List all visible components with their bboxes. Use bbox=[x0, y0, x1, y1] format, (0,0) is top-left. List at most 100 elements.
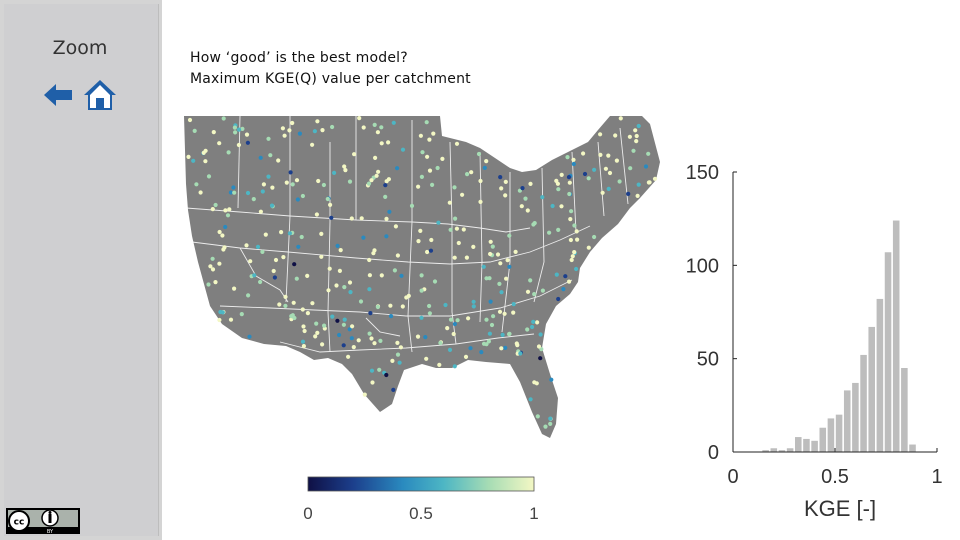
catchment-point bbox=[453, 216, 458, 221]
catchment-point bbox=[532, 292, 537, 297]
catchment-point bbox=[592, 234, 597, 240]
catchment-point bbox=[268, 153, 273, 158]
catchment-point bbox=[499, 290, 504, 295]
catchment-point bbox=[476, 151, 482, 157]
catchment-point bbox=[320, 128, 325, 133]
catchment-point bbox=[427, 137, 432, 142]
zoom-label[interactable]: Zoom bbox=[52, 37, 108, 59]
catchment-point bbox=[386, 177, 391, 182]
catchment-point bbox=[548, 421, 553, 426]
catchment-point bbox=[554, 272, 559, 277]
catchment-point bbox=[312, 129, 317, 134]
catchment-point bbox=[217, 229, 222, 235]
us-catchment-map bbox=[184, 115, 660, 438]
catchment-point bbox=[361, 125, 366, 130]
catchment-point bbox=[191, 158, 196, 163]
catchment-point bbox=[187, 117, 193, 123]
catchment-point bbox=[208, 264, 213, 269]
catchment-point bbox=[525, 289, 531, 294]
catchment-point bbox=[369, 178, 374, 183]
catchment-point bbox=[634, 139, 639, 144]
catchment-point bbox=[314, 321, 319, 326]
catchment-point bbox=[282, 133, 287, 138]
catchment-point bbox=[571, 157, 576, 162]
catchment-point bbox=[217, 261, 222, 266]
catchment-point bbox=[346, 354, 351, 359]
catchment-point bbox=[316, 178, 321, 184]
y-tick-label: 50 bbox=[697, 349, 719, 371]
catchment-point bbox=[227, 207, 232, 212]
catchment-point bbox=[283, 303, 288, 308]
catchment-point bbox=[425, 249, 430, 255]
catchment-point bbox=[525, 327, 530, 332]
catchment-point bbox=[213, 202, 218, 208]
catchment-point bbox=[471, 304, 476, 309]
catchment-point bbox=[226, 150, 231, 155]
catchment-point bbox=[252, 273, 257, 278]
catchment-point bbox=[283, 294, 288, 299]
catchment-point bbox=[505, 258, 510, 263]
catchment-point bbox=[574, 229, 579, 234]
catchment-point bbox=[626, 191, 631, 196]
catchment-point bbox=[497, 281, 502, 286]
catchment-point bbox=[452, 321, 457, 327]
catchment-point bbox=[528, 181, 533, 186]
catchment-point bbox=[390, 358, 395, 363]
catchment-point bbox=[327, 266, 332, 271]
catchment-point bbox=[568, 217, 573, 222]
catchment-point bbox=[220, 233, 225, 238]
catchment-point bbox=[231, 185, 236, 190]
catchment-point bbox=[395, 352, 401, 357]
catchment-point bbox=[570, 254, 575, 259]
catchment-point bbox=[518, 351, 523, 356]
catchment-point bbox=[488, 251, 493, 257]
catchment-point bbox=[636, 182, 641, 187]
catchment-point bbox=[347, 280, 353, 285]
arrow-left-icon[interactable] bbox=[44, 84, 72, 106]
catchment-point bbox=[379, 125, 384, 130]
home-icon[interactable] bbox=[84, 80, 116, 110]
catchment-point bbox=[567, 191, 572, 197]
catchment-point bbox=[192, 128, 197, 133]
catchment-point bbox=[383, 183, 388, 188]
catchment-point bbox=[495, 252, 501, 257]
catchment-point bbox=[484, 159, 489, 164]
catchment-point bbox=[395, 340, 400, 345]
catchment-point bbox=[647, 180, 652, 185]
catchment-point bbox=[315, 330, 320, 335]
catchment-point bbox=[600, 190, 605, 195]
catchment-point bbox=[351, 345, 356, 350]
catchment-point bbox=[367, 287, 372, 292]
catchment-point bbox=[568, 237, 573, 243]
catchment-point bbox=[372, 122, 377, 127]
catchment-point bbox=[198, 190, 203, 195]
catchment-point bbox=[349, 336, 354, 341]
histogram-bars bbox=[762, 220, 916, 452]
histogram-bar bbox=[868, 326, 875, 452]
histogram-bar bbox=[843, 390, 851, 452]
catchment-point bbox=[481, 341, 487, 346]
catchment-point bbox=[325, 196, 330, 202]
catchment-point bbox=[419, 174, 424, 179]
catchment-point bbox=[342, 317, 347, 322]
catchment-point bbox=[425, 154, 430, 159]
catchment-point bbox=[400, 304, 405, 309]
catchment-point bbox=[500, 332, 505, 337]
catchment-point bbox=[489, 322, 495, 328]
catchment-point bbox=[606, 186, 611, 191]
catchment-point bbox=[563, 274, 568, 279]
catchment-point bbox=[549, 377, 554, 382]
catchment-point bbox=[388, 303, 393, 308]
catchment-point bbox=[538, 332, 543, 337]
catchment-point bbox=[341, 322, 346, 327]
catchment-point bbox=[393, 224, 398, 229]
catchment-point bbox=[567, 279, 572, 284]
catchment-point bbox=[572, 223, 577, 228]
catchment-point bbox=[511, 302, 516, 307]
cc-text: cc bbox=[14, 518, 25, 528]
catchment-point bbox=[427, 311, 432, 316]
y-tick-label: 0 bbox=[708, 442, 719, 464]
catchment-point bbox=[400, 147, 406, 152]
catchment-point bbox=[571, 161, 576, 167]
histogram-bar bbox=[795, 437, 802, 452]
